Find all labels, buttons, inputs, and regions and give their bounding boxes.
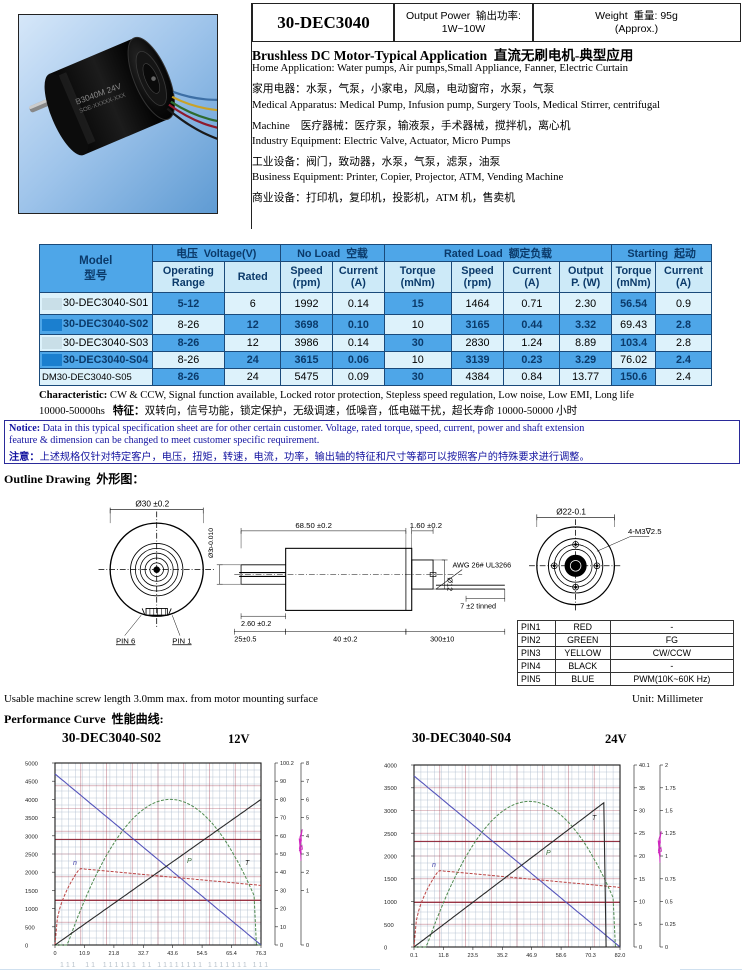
- svg-text:0: 0: [25, 944, 28, 950]
- svg-text:30: 30: [280, 888, 286, 894]
- svg-text:15: 15: [639, 877, 645, 883]
- svg-text:25±0.5: 25±0.5: [234, 634, 256, 643]
- svg-text:6: 6: [306, 797, 309, 803]
- svg-text:68.50 ±0.2: 68.50 ±0.2: [295, 521, 332, 530]
- svg-text:23.5: 23.5: [468, 953, 479, 959]
- svg-text:2.60 ±0.2: 2.60 ±0.2: [241, 619, 271, 628]
- svg-text:20: 20: [280, 907, 286, 913]
- svg-text:1.75: 1.75: [665, 786, 676, 792]
- svg-text:P: P: [546, 850, 551, 857]
- svg-text:Ø22-0.1: Ø22-0.1: [556, 507, 586, 516]
- svg-text:54.5: 54.5: [197, 951, 208, 957]
- svg-text:2000: 2000: [25, 871, 38, 877]
- svg-text:3500: 3500: [384, 786, 397, 792]
- svg-text:46.9: 46.9: [526, 953, 537, 959]
- svg-text:1000: 1000: [25, 907, 38, 913]
- svg-text:500: 500: [25, 925, 35, 931]
- svg-text:3000: 3000: [25, 834, 38, 840]
- svg-text:10: 10: [280, 925, 286, 931]
- svg-text:82.0: 82.0: [615, 953, 626, 959]
- svg-text:0: 0: [209, 547, 215, 550]
- svg-text:0: 0: [384, 946, 387, 952]
- svg-text:43.6: 43.6: [167, 951, 178, 957]
- svg-text:n: n: [432, 862, 436, 869]
- svg-text:500: 500: [384, 923, 394, 929]
- svg-text:0: 0: [280, 943, 283, 949]
- svg-text:4000: 4000: [25, 798, 38, 804]
- svg-text:5: 5: [306, 816, 309, 822]
- svg-text:4-M3∇2.5: 4-M3∇2.5: [628, 527, 662, 536]
- svg-text:40: 40: [280, 870, 286, 876]
- svg-text:0.75: 0.75: [665, 877, 676, 883]
- svg-text:1.25: 1.25: [665, 831, 676, 837]
- svg-text:Ø30 ±0.2: Ø30 ±0.2: [135, 500, 169, 509]
- svg-text:58.6: 58.6: [556, 953, 567, 959]
- svg-text:4: 4: [306, 834, 309, 840]
- svg-text:5000: 5000: [25, 762, 38, 768]
- svg-text:0: 0: [665, 945, 668, 951]
- svg-text:35.2: 35.2: [497, 953, 508, 959]
- svg-text:2000: 2000: [384, 855, 397, 861]
- svg-text:80: 80: [280, 797, 286, 803]
- svg-text:AWG 26# UL3266: AWG 26# UL3266: [452, 561, 511, 570]
- svg-text:3500: 3500: [25, 816, 38, 822]
- svg-text:0: 0: [639, 945, 642, 951]
- svg-text:1: 1: [306, 888, 309, 894]
- svg-text:60: 60: [280, 834, 286, 840]
- svg-text:35: 35: [639, 786, 645, 792]
- svg-text:65.4: 65.4: [226, 951, 237, 957]
- svg-text:100.2: 100.2: [280, 761, 294, 767]
- svg-text:20: 20: [639, 854, 645, 860]
- svg-text:10.9: 10.9: [79, 951, 90, 957]
- svg-text:4000: 4000: [384, 764, 397, 770]
- svg-text:5: 5: [639, 922, 642, 928]
- svg-text:30: 30: [639, 809, 645, 815]
- svg-text:1: 1: [665, 854, 668, 860]
- svg-text:Ø12: Ø12: [446, 577, 455, 591]
- svg-text:0.5: 0.5: [665, 900, 673, 906]
- svg-text:0: 0: [306, 943, 309, 949]
- svg-text:300±10: 300±10: [430, 634, 454, 643]
- svg-text:25: 25: [639, 831, 645, 837]
- svg-text:T: T: [245, 860, 250, 867]
- svg-text:Ø3 -0.010: Ø3 -0.010: [208, 528, 215, 558]
- svg-text:21.8: 21.8: [109, 951, 120, 957]
- svg-text:32.7: 32.7: [138, 951, 149, 957]
- svg-text:2500: 2500: [25, 853, 38, 859]
- svg-text:1.5: 1.5: [665, 809, 673, 815]
- svg-text:1000: 1000: [384, 900, 397, 906]
- svg-text:0.25: 0.25: [665, 922, 676, 928]
- svg-text:7 ±2 tinned: 7 ±2 tinned: [460, 601, 496, 610]
- svg-text:P: P: [187, 858, 192, 865]
- svg-text:40.1: 40.1: [639, 763, 650, 769]
- svg-text:2: 2: [665, 763, 668, 769]
- svg-text:11.8: 11.8: [438, 953, 448, 959]
- svg-text:50: 50: [280, 852, 286, 858]
- svg-text:70: 70: [280, 816, 286, 822]
- svg-text:1500: 1500: [384, 877, 397, 883]
- svg-text:8: 8: [306, 761, 309, 767]
- svg-text:90: 90: [280, 779, 286, 785]
- svg-text:70.3: 70.3: [585, 953, 596, 959]
- svg-text:n: n: [73, 860, 77, 867]
- svg-text:0.1: 0.1: [410, 953, 418, 959]
- svg-text:1.60 ±0.2: 1.60 ±0.2: [410, 521, 442, 530]
- svg-text:2: 2: [306, 870, 309, 876]
- svg-text:10: 10: [639, 900, 645, 906]
- svg-text:PIN 6: PIN 6: [116, 636, 135, 645]
- svg-text:76.3: 76.3: [256, 951, 267, 957]
- svg-text:40 ±0.2: 40 ±0.2: [333, 634, 357, 643]
- svg-text:0: 0: [53, 951, 56, 957]
- svg-text:PIN 1: PIN 1: [172, 636, 191, 645]
- svg-text:T: T: [592, 815, 597, 822]
- svg-text:3000: 3000: [384, 809, 397, 815]
- svg-text:7: 7: [306, 779, 309, 785]
- svg-text:3: 3: [306, 852, 309, 858]
- svg-text:4500: 4500: [25, 780, 38, 786]
- svg-text:2500: 2500: [384, 832, 397, 838]
- svg-text:1500: 1500: [25, 889, 38, 895]
